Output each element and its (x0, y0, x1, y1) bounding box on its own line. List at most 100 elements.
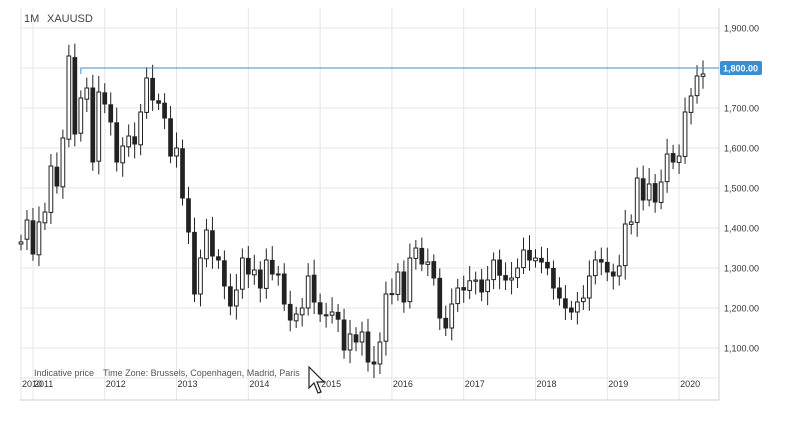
y-tick-label: 1,200.00 (724, 304, 759, 314)
candle-body (569, 307, 574, 313)
candle-body (24, 219, 30, 240)
candle-body (114, 122, 120, 163)
candle-body (658, 181, 664, 203)
candle-body (539, 257, 544, 263)
candle-body (228, 286, 233, 307)
candle-body (670, 153, 676, 163)
candle-body (144, 77, 149, 113)
candle-body (341, 319, 347, 351)
candle-body (66, 55, 72, 140)
level-badge (720, 61, 762, 75)
candle-body (551, 267, 556, 289)
level-badge-label: 1,800.00 (723, 64, 758, 74)
candle-body (96, 91, 102, 162)
y-tick-label: 1,100.00 (724, 344, 759, 354)
candle-body (545, 261, 550, 269)
interval-label[interactable]: 1M (24, 13, 40, 25)
indicative-price-note: Indicative price (34, 368, 95, 378)
candle-body (120, 145, 126, 164)
candle-body (126, 135, 132, 148)
candle-body (60, 137, 66, 188)
candle-body (156, 100, 161, 104)
timezone-note: Time Zone: Brussels, Copenhagen, Madrid,… (103, 368, 300, 378)
candle-body (616, 265, 622, 277)
y-tick-label: 1,700.00 (724, 104, 759, 114)
candle-body (234, 289, 239, 307)
candle-body (293, 313, 299, 322)
candle-body (72, 57, 78, 135)
candle-body (281, 273, 287, 305)
candle-body (557, 287, 562, 299)
candle-body (150, 77, 155, 101)
mouse-cursor-icon (308, 366, 326, 394)
candle-body (407, 257, 413, 303)
candle-body (497, 259, 502, 276)
candle-body (365, 331, 371, 363)
candle-body (676, 155, 682, 163)
candle-body (168, 118, 173, 157)
candle-body (443, 317, 449, 329)
candle-body (449, 303, 455, 329)
axis-layer: 1,100.00 1,200.00 1,300.00 1,400.00 1,500.00… (20, 8, 759, 401)
candle-body (479, 279, 485, 293)
candle-body (353, 334, 359, 343)
candle-body (575, 301, 580, 313)
grid-layer (20, 8, 719, 400)
candle-body (437, 277, 443, 319)
candle-body (467, 280, 473, 291)
candle-body (192, 231, 197, 295)
candle-body (180, 148, 185, 199)
y-tick-label: 1,600.00 (724, 144, 759, 154)
candle-body (515, 267, 520, 279)
candle-body (36, 221, 42, 256)
candle-body (491, 259, 496, 281)
candle-body (198, 257, 203, 295)
candle-body (461, 287, 467, 291)
candle-body (305, 275, 311, 309)
candle-body (251, 269, 257, 276)
y-tick-label: 1,300.00 (724, 264, 759, 274)
y-tick-label: 1,900.00 (724, 24, 759, 34)
candle-body (377, 341, 383, 365)
candle-body (323, 314, 329, 317)
candle-body (610, 271, 616, 277)
candle-body (395, 271, 401, 295)
candle-body (563, 298, 568, 309)
candle-body (401, 271, 407, 303)
candle-body (419, 247, 425, 265)
candle-body (473, 279, 479, 282)
candle-body (48, 165, 54, 213)
x-tick-label: 2011 (34, 379, 53, 389)
candle-body (359, 331, 365, 343)
candle-body (503, 275, 508, 281)
candle-body (646, 183, 652, 201)
candle-layer (18, 43, 706, 378)
candle-body (311, 274, 317, 303)
symbol-label[interactable]: XAUUSD (47, 13, 93, 25)
y-tick-label: 1,500.00 (724, 184, 759, 194)
candle-body (102, 92, 108, 105)
x-tick-label: 2013 (178, 379, 198, 389)
candle-body (222, 260, 227, 287)
candle-body (431, 261, 437, 279)
candle-body (42, 211, 48, 224)
candle-body (586, 275, 592, 299)
x-tick-label: 2020 (680, 379, 700, 389)
candle-body (335, 311, 341, 320)
x-tick-label: 2017 (465, 379, 485, 389)
candle-body (592, 259, 598, 277)
x-tick-label: 2019 (608, 379, 628, 389)
candle-body (210, 230, 215, 257)
candle-body (78, 97, 84, 134)
candle-body (245, 257, 251, 275)
candle-body (90, 87, 96, 163)
candle-body (521, 249, 526, 269)
candle-body (425, 261, 431, 265)
y-tick-label: 1,400.00 (724, 224, 759, 234)
candle-body (257, 269, 263, 289)
candle-body (700, 73, 706, 77)
candle-body (317, 302, 323, 315)
x-tick-label: 2010 (22, 379, 42, 389)
